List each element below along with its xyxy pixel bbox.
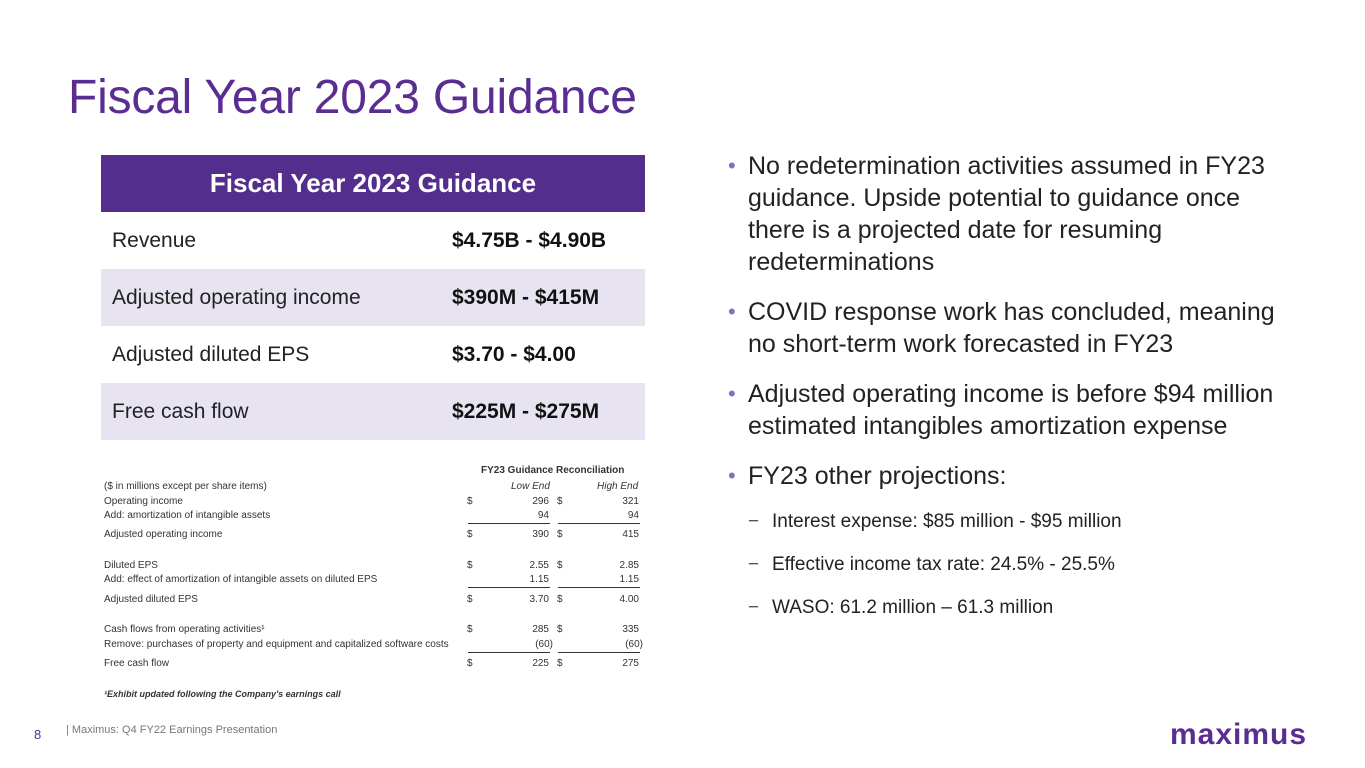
high-value: 335 bbox=[622, 624, 639, 635]
footnote: ¹Exhibit updated following the Company's… bbox=[104, 689, 341, 699]
recon-row-label: Diluted EPS bbox=[104, 560, 158, 571]
recon-row-label: Add: amortization of intangible assets bbox=[104, 510, 271, 521]
guidance-value: $225M - $275M bbox=[452, 399, 600, 423]
high-value: 2.85 bbox=[619, 560, 639, 571]
subtotal-rule bbox=[468, 652, 550, 653]
guidance-metric: Adjusted diluted EPS bbox=[112, 342, 310, 366]
bullet-item: • FY23 other projections: bbox=[728, 460, 1288, 492]
guidance-row: Free cash flow $225M - $275M bbox=[101, 383, 645, 440]
subtotal-rule bbox=[558, 587, 640, 588]
low-value: 390 bbox=[532, 529, 549, 540]
bullet-item: • COVID response work has concluded, mea… bbox=[728, 296, 1288, 360]
low-value: 2.55 bbox=[529, 560, 549, 571]
currency-symbol: $ bbox=[467, 496, 473, 507]
currency-symbol: $ bbox=[557, 624, 563, 635]
guidance-value: $3.70 - $4.00 bbox=[452, 342, 576, 366]
recon-row-label: Adjusted operating income bbox=[104, 529, 223, 540]
dash-icon: − bbox=[748, 511, 760, 532]
subtotal-rule bbox=[558, 523, 640, 524]
low-value: 3.70 bbox=[529, 594, 549, 605]
guidance-row: Adjusted diluted EPS $3.70 - $4.00 bbox=[101, 326, 645, 383]
guidance-value: $390M - $415M bbox=[452, 285, 600, 309]
bullet-dot-icon: • bbox=[728, 463, 736, 488]
bullet-dot-icon: • bbox=[728, 299, 736, 324]
guidance-metric: Free cash flow bbox=[112, 399, 249, 423]
low-value: 296 bbox=[532, 496, 549, 507]
low-value: 285 bbox=[532, 624, 549, 635]
sub-bullet-item: − Interest expense: $85 million - $95 mi… bbox=[728, 510, 1288, 534]
bullet-list: • No redetermination activities assumed … bbox=[728, 150, 1288, 639]
sub-bullet-item: − Effective income tax rate: 24.5% - 25.… bbox=[728, 553, 1288, 577]
sub-bullet-text: WASO: 61.2 million – 61.3 million bbox=[772, 597, 1054, 618]
low-value: 225 bbox=[532, 658, 549, 669]
guidance-row: Revenue $4.75B - $4.90B bbox=[101, 212, 645, 269]
bullet-text: No redetermination activities assumed in… bbox=[748, 152, 1265, 276]
subtotal-rule bbox=[558, 652, 640, 653]
sub-bullet-text: Interest expense: $85 million - $95 mill… bbox=[772, 511, 1122, 532]
low-value: 94 bbox=[537, 510, 549, 521]
subtotal-rule bbox=[468, 587, 550, 588]
high-value: 1.15 bbox=[619, 574, 639, 585]
currency-symbol: $ bbox=[557, 560, 563, 571]
recon-row-label: Add: effect of amortization of intangibl… bbox=[104, 574, 378, 585]
low-value: (60) bbox=[535, 639, 553, 650]
logo-text: maximus bbox=[1170, 718, 1307, 750]
currency-symbol: $ bbox=[467, 658, 473, 669]
sub-bullet-item: − WASO: 61.2 million – 61.3 million bbox=[728, 596, 1288, 620]
bullet-text: COVID response work has concluded, meani… bbox=[748, 298, 1275, 358]
high-value: 321 bbox=[622, 496, 639, 507]
column-header-low: Low End bbox=[511, 481, 550, 492]
guidance-row: Adjusted operating income $390M - $415M bbox=[101, 269, 645, 326]
recon-row-label: Adjusted diluted EPS bbox=[104, 594, 198, 605]
currency-symbol: $ bbox=[467, 560, 473, 571]
guidance-card-header: Fiscal Year 2023 Guidance bbox=[101, 155, 645, 212]
currency-symbol: $ bbox=[467, 529, 473, 540]
dash-icon: − bbox=[748, 554, 760, 575]
high-value: 94 bbox=[627, 510, 639, 521]
low-value: 1.15 bbox=[529, 574, 549, 585]
currency-symbol: $ bbox=[467, 624, 473, 635]
maximus-logo: maximus bbox=[1170, 718, 1307, 750]
column-header-high: High End bbox=[597, 481, 639, 492]
reconciliation-title: FY23 Guidance Reconciliation bbox=[481, 465, 625, 476]
page-number: 8 bbox=[34, 727, 42, 742]
dash-icon: − bbox=[748, 597, 760, 618]
currency-symbol: $ bbox=[557, 496, 563, 507]
currency-symbol: $ bbox=[557, 658, 563, 669]
currency-symbol: $ bbox=[557, 594, 563, 605]
guidance-value: $4.75B - $4.90B bbox=[452, 228, 607, 252]
high-value: 275 bbox=[622, 658, 639, 669]
bullet-text: Adjusted operating income is before $94 … bbox=[748, 380, 1274, 440]
recon-row-label: Free cash flow bbox=[104, 658, 170, 669]
recon-row-label: Cash flows from operating activities¹ bbox=[104, 624, 265, 635]
guidance-metric: Adjusted operating income bbox=[112, 285, 361, 309]
bullet-text: FY23 other projections: bbox=[748, 462, 1007, 490]
footer-text: | Maximus: Q4 FY22 Earnings Presentation bbox=[66, 724, 278, 736]
units-note: ($ in millions except per share items) bbox=[104, 481, 267, 492]
sub-bullet-text: Effective income tax rate: 24.5% - 25.5% bbox=[772, 554, 1115, 575]
currency-symbol: $ bbox=[467, 594, 473, 605]
bullet-item: • No redetermination activities assumed … bbox=[728, 150, 1288, 278]
subtotal-rule bbox=[468, 523, 550, 524]
bullet-item: • Adjusted operating income is before $9… bbox=[728, 378, 1288, 442]
high-value: 4.00 bbox=[619, 594, 639, 605]
recon-row-label: Remove: purchases of property and equipm… bbox=[104, 639, 449, 650]
currency-symbol: $ bbox=[557, 529, 563, 540]
guidance-card: Fiscal Year 2023 Guidance Revenue $4.75B… bbox=[101, 155, 645, 440]
bullet-dot-icon: • bbox=[728, 153, 736, 178]
page-title: Fiscal Year 2023 Guidance bbox=[68, 71, 637, 124]
bullet-dot-icon: • bbox=[728, 381, 736, 406]
high-value: (60) bbox=[625, 639, 643, 650]
recon-row-label: Operating income bbox=[104, 496, 183, 507]
high-value: 415 bbox=[622, 529, 639, 540]
guidance-metric: Revenue bbox=[112, 228, 197, 252]
